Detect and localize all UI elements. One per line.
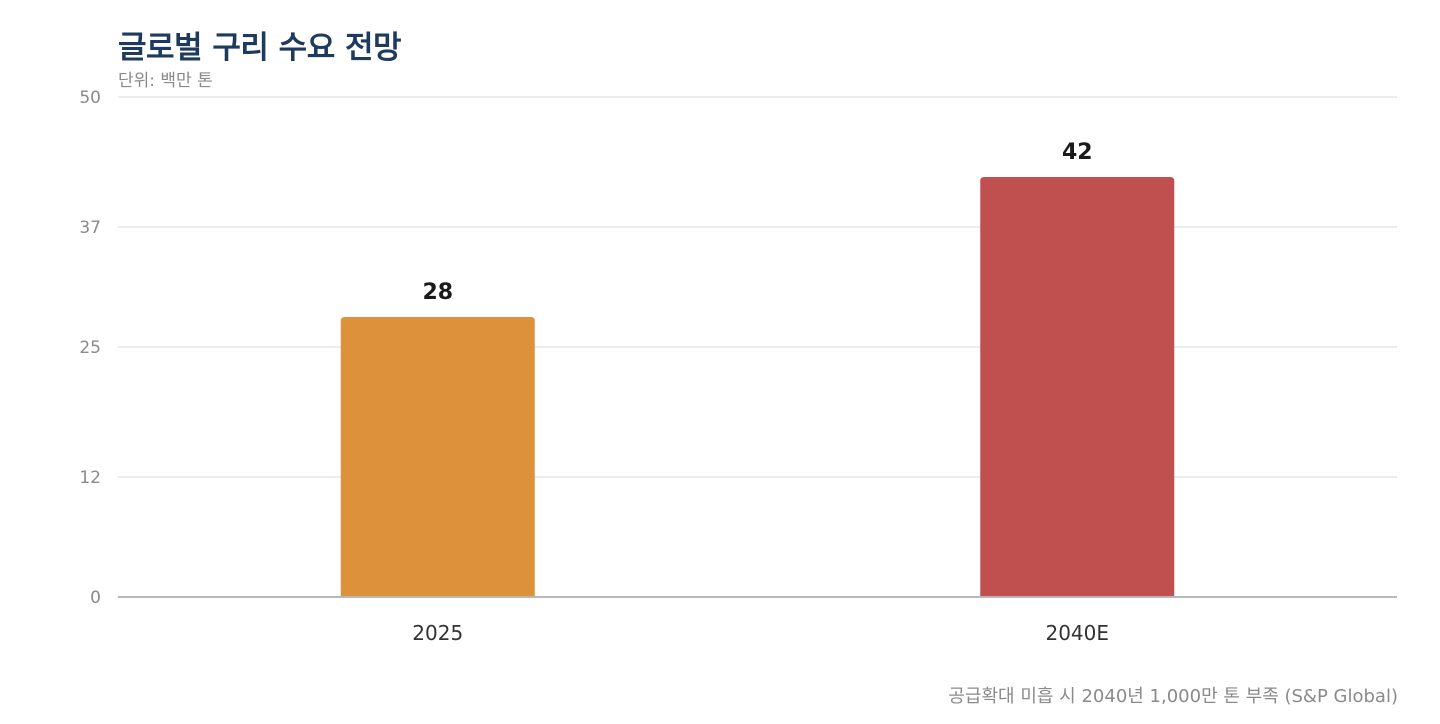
y-tick-label: 50 — [79, 88, 101, 108]
bar-2025 — [340, 317, 535, 597]
bar-2040e — [980, 177, 1175, 597]
chart-footnote: 공급확대 미흡 시 2040년 1,000만 톤 부족 (S&P Global) — [948, 686, 1398, 707]
x-axis-ticks: 2025 2040E — [412, 621, 1109, 645]
gridlines — [118, 96, 1397, 478]
x-tick-label: 2025 — [412, 621, 463, 645]
y-tick-label: 25 — [79, 338, 101, 358]
chart-title: 글로벌 구리 수요 전망 — [118, 30, 402, 66]
y-tick-label: 12 — [79, 468, 101, 488]
data-label-2040e: 42 — [1062, 140, 1093, 165]
data-labels: 28 42 — [422, 140, 1092, 305]
y-tick-label: 0 — [90, 588, 101, 608]
y-axis-ticks: 0 12 25 37 50 — [79, 88, 101, 608]
y-tick-label: 37 — [79, 218, 101, 238]
chart-subtitle: 단위: 백만 톤 — [118, 71, 213, 91]
data-label-2025: 28 — [422, 280, 453, 305]
x-tick-label: 2040E — [1045, 621, 1109, 645]
bars — [340, 177, 1175, 597]
